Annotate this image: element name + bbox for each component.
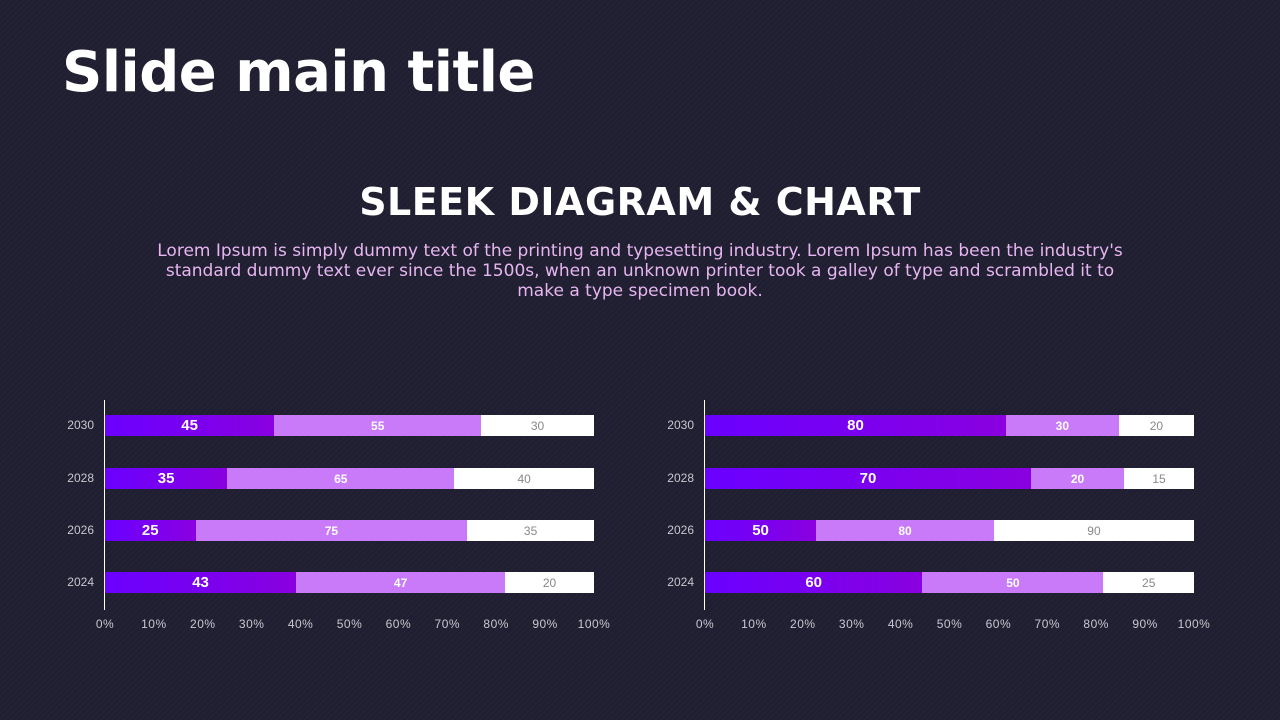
slide-title: Slide main title	[62, 40, 535, 105]
stacked-bar: 60 50 25	[705, 572, 1194, 593]
bar-segment: 60	[705, 572, 923, 593]
y-tick-label: 2024	[667, 575, 694, 589]
stacked-bar-chart-left: 2030 45 55 30 2028 35 65 40 2026 25 75 35 2024 43 47 20…	[50, 400, 610, 640]
x-tick-label: 20%	[190, 617, 216, 631]
description: Lorem Ipsum is simply dummy text of the …	[157, 241, 1123, 301]
bar-segment: 43	[105, 572, 297, 593]
stacked-bar-chart-right: 2030 80 30 20 2028 70 20 15 2026 50 80 90 2024 60 50 25…	[650, 400, 1210, 640]
x-tick-label: 10%	[141, 617, 167, 631]
x-tick-label: 70%	[1034, 617, 1061, 631]
x-tick-label: 40%	[287, 617, 314, 631]
bar-segment: 70	[705, 468, 1031, 489]
bar-segment: 25	[105, 520, 196, 541]
y-tick-label: 2028	[67, 471, 94, 485]
bar-segment: 20	[505, 572, 594, 593]
bar-segment: 40	[454, 468, 594, 489]
section-heading: Sleek Diagram & Chart	[359, 180, 921, 224]
x-tick-label: 70%	[434, 617, 461, 631]
stacked-bar: 80 30 20	[705, 415, 1194, 436]
bar-segment: 30	[481, 415, 594, 436]
y-tick-label: 2024	[67, 575, 94, 589]
x-tick-label: 100%	[1177, 617, 1211, 631]
bar-segment: 50	[922, 572, 1104, 593]
bar-segment: 25	[1103, 572, 1194, 593]
x-tick-label: 0%	[695, 617, 715, 631]
x-tick-label: 50%	[936, 617, 963, 631]
x-tick-label: 60%	[985, 617, 1012, 631]
stacked-bar: 25 75 35	[105, 520, 594, 541]
stacked-bar: 35 65 40	[105, 468, 594, 489]
bar-segment: 47	[296, 572, 506, 593]
stacked-bar: 43 47 20	[105, 572, 594, 593]
stacked-bar: 45 55 30	[105, 415, 594, 436]
x-tick-label: 30%	[838, 617, 865, 631]
bar-segment: 50	[705, 520, 817, 541]
x-tick-label: 40%	[887, 617, 914, 631]
x-tick-label: 80%	[483, 617, 509, 631]
x-tick-label: 50%	[336, 617, 363, 631]
x-tick-label: 90%	[532, 617, 558, 631]
bar-segment: 80	[816, 520, 994, 541]
y-tick-label: 2026	[667, 523, 694, 537]
bar-segment: 55	[274, 415, 482, 436]
x-tick-label: 0%	[95, 617, 115, 631]
bar-segment: 80	[705, 415, 1006, 436]
x-tick-label: 30%	[238, 617, 265, 631]
bar-segment: 35	[105, 468, 228, 489]
bar-segment: 30	[1005, 415, 1119, 436]
x-tick-label: 60%	[385, 617, 412, 631]
y-tick-label: 2030	[667, 418, 694, 432]
x-tick-label: 20%	[790, 617, 816, 631]
stacked-bar: 50 80 90	[705, 520, 1194, 541]
bar-segment: 20	[1118, 415, 1194, 436]
bar-segment: 90	[993, 520, 1194, 541]
bar-segment: 20	[1030, 468, 1125, 489]
y-tick-label: 2030	[67, 418, 94, 432]
bar-segment: 15	[1124, 468, 1194, 489]
x-tick-label: 90%	[1132, 617, 1158, 631]
bar-segment: 35	[467, 520, 594, 541]
x-tick-label: 10%	[741, 617, 767, 631]
x-tick-label: 100%	[577, 617, 611, 631]
y-tick-label: 2026	[67, 523, 94, 537]
x-tick-label: 80%	[1083, 617, 1109, 631]
y-axis-line	[104, 400, 105, 610]
bar-segment: 45	[105, 415, 275, 436]
y-tick-label: 2028	[667, 471, 694, 485]
bar-segment: 65	[227, 468, 455, 489]
bar-segment: 75	[195, 520, 468, 541]
y-axis-line	[704, 400, 705, 610]
stacked-bar: 70 20 15	[705, 468, 1194, 489]
